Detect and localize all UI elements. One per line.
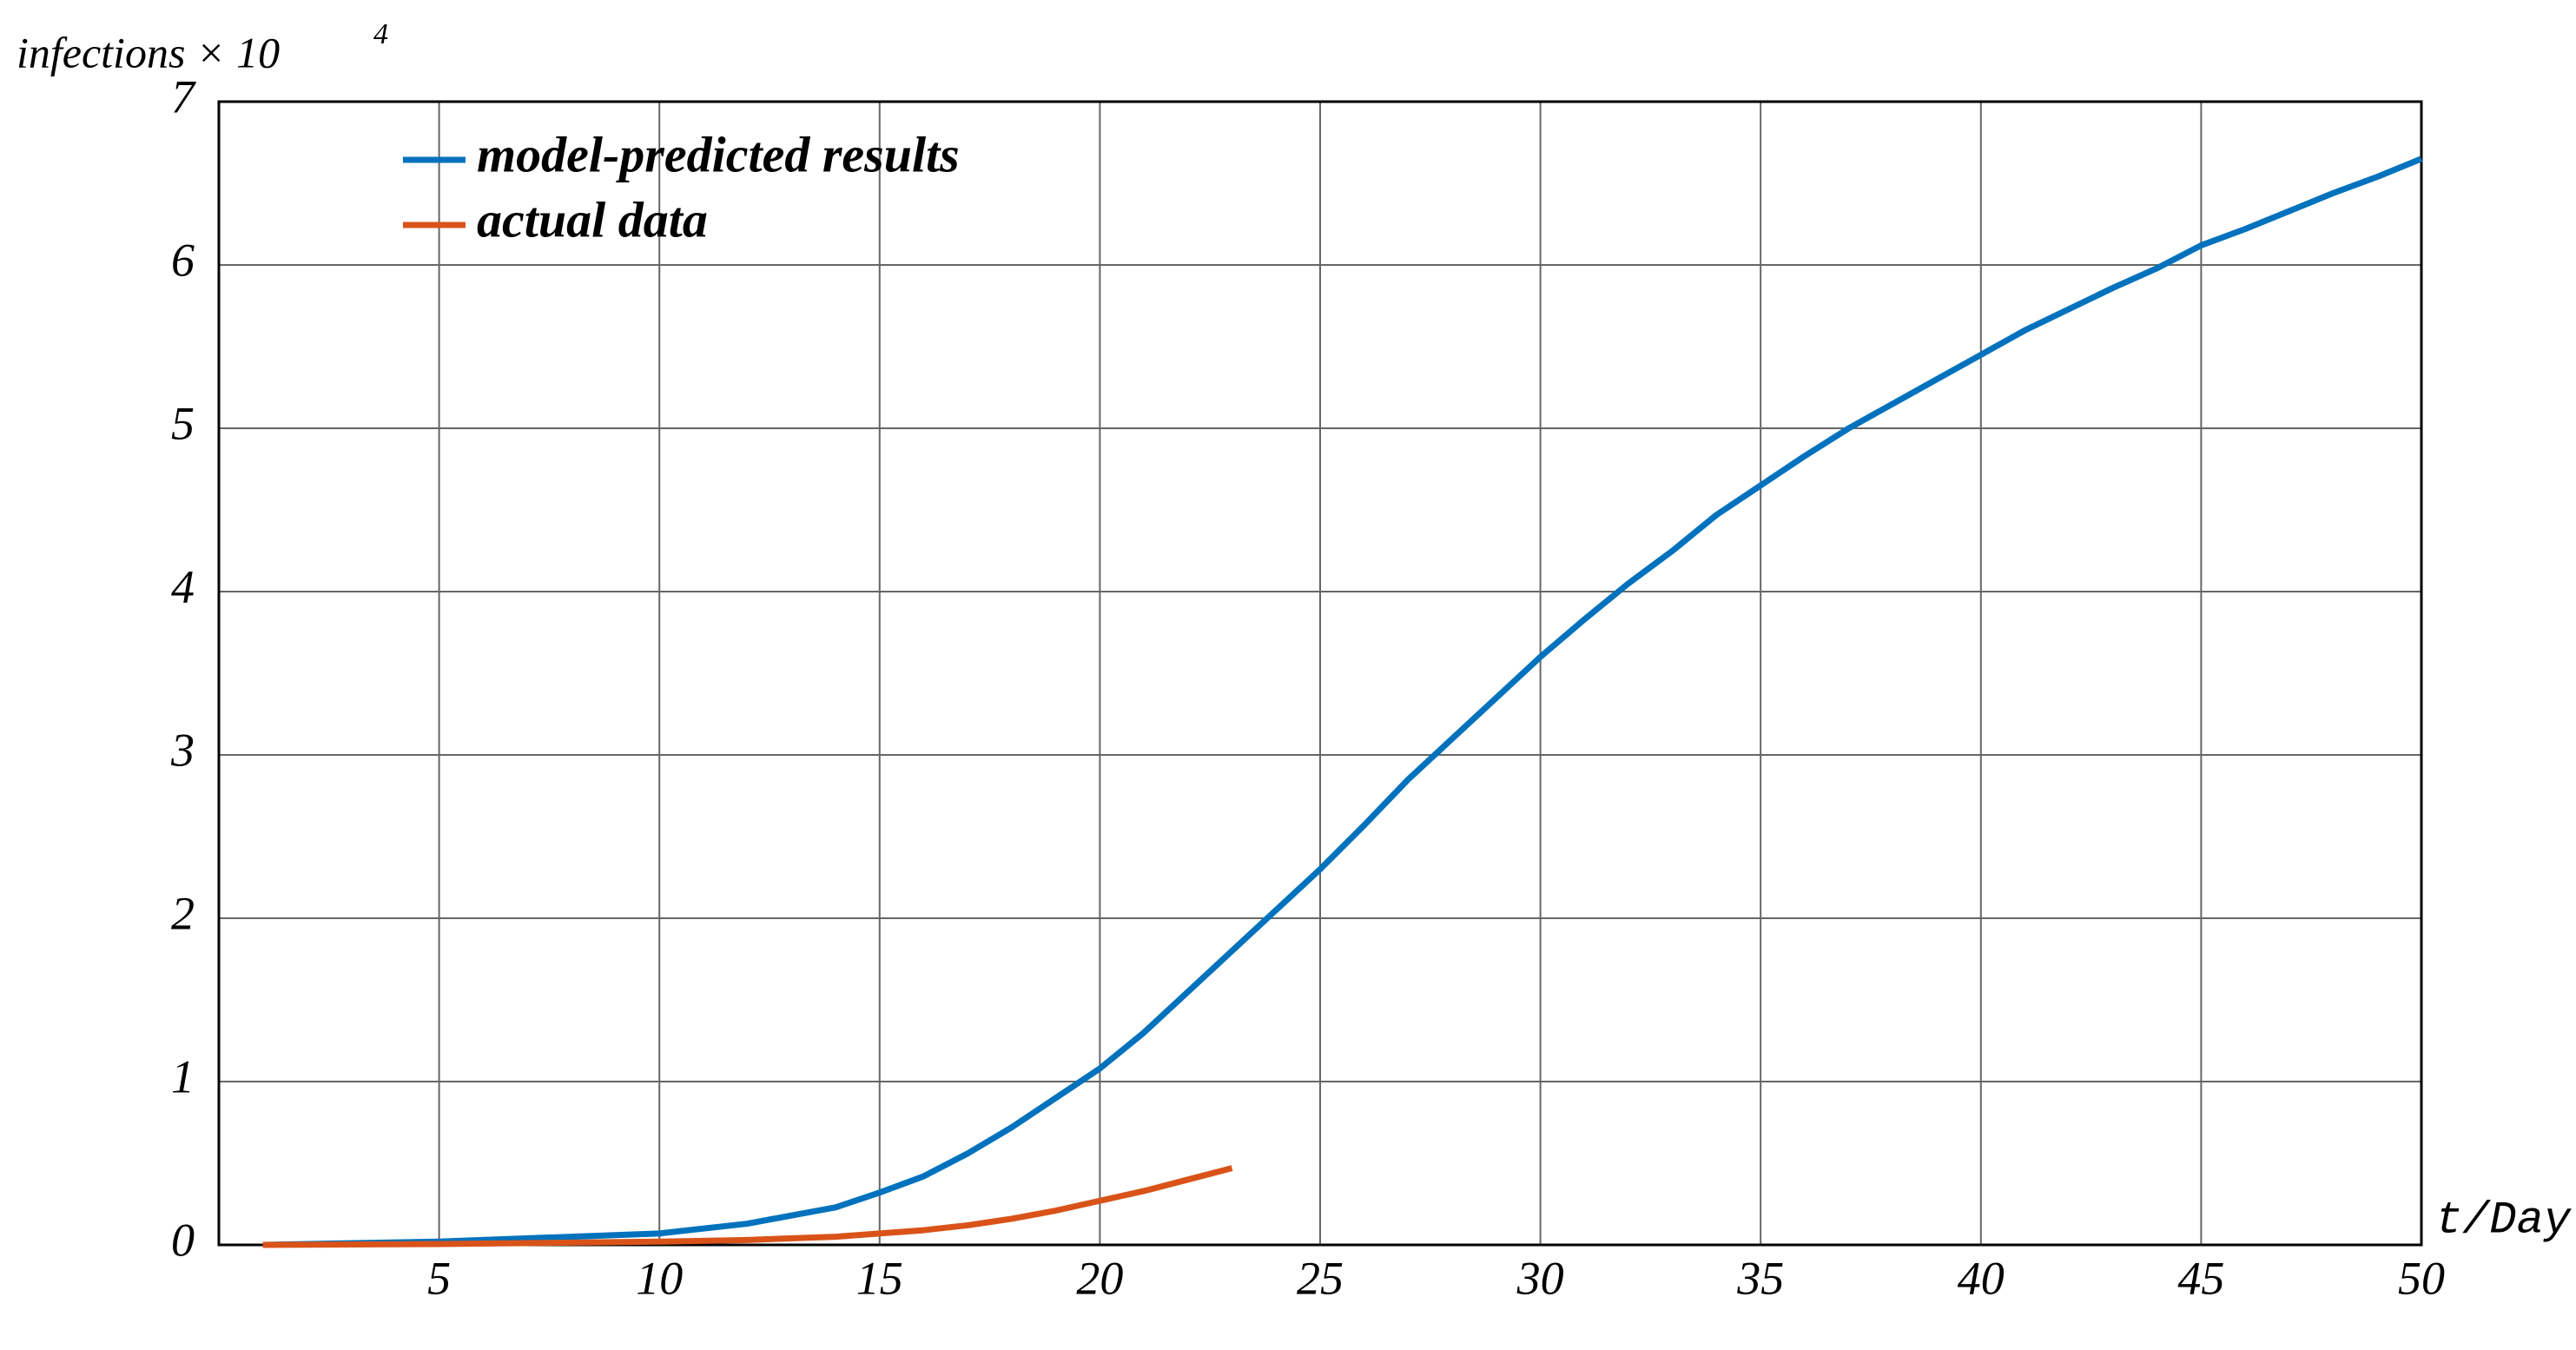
y-axis-label-exponent: 4: [373, 18, 388, 50]
x-tick-label: 30: [1516, 1252, 1564, 1304]
y-tick-label: 4: [171, 560, 195, 612]
x-tick-label: 20: [1076, 1252, 1123, 1304]
y-tick-label: 0: [171, 1214, 195, 1266]
y-tick-label: 7: [171, 70, 196, 122]
y-axis-label: infections × 10: [17, 28, 280, 76]
y-tick-label: 3: [170, 724, 195, 776]
data-line: [262, 1165, 1233, 1248]
y-tick-label: 1: [171, 1050, 195, 1102]
y-tick-label: 6: [171, 234, 195, 286]
x-tick-label: 15: [856, 1252, 903, 1304]
y-tick-label: 5: [171, 397, 195, 449]
x-tick-label: 5: [427, 1252, 451, 1304]
legend-label: actual data: [477, 191, 708, 248]
data-line: [262, 156, 2423, 1248]
x-tick-label: 10: [636, 1252, 683, 1304]
y-tick-label: 2: [171, 887, 195, 939]
x-axis-label: t/Day: [2435, 1195, 2573, 1247]
x-tick-label: 45: [2177, 1252, 2224, 1304]
x-tick-label: 50: [2398, 1252, 2445, 1304]
legend-label: model-predicted results: [477, 126, 960, 182]
plot-frame: [217, 100, 2423, 1247]
x-tick-label: 40: [1958, 1252, 2005, 1304]
x-tick-label: 35: [1736, 1252, 1784, 1304]
x-tick-label: 25: [1297, 1252, 1344, 1304]
